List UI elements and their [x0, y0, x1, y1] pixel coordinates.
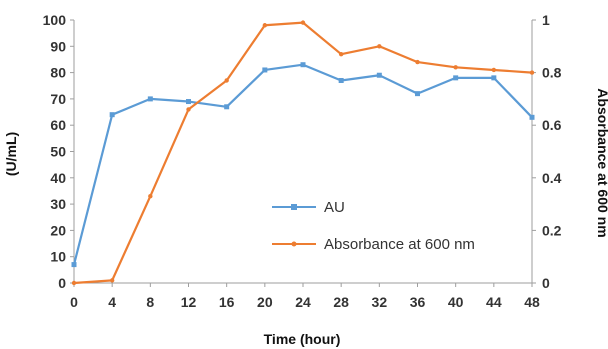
x-tick-label: 36: [410, 294, 426, 310]
right-tick-label: 0: [542, 275, 550, 291]
data-point-absorbance: [148, 194, 153, 199]
right-tick-label: 0.2: [542, 222, 562, 238]
data-point-au: [491, 75, 497, 81]
left-tick-label: 0: [58, 275, 66, 291]
left-tick-label: 10: [50, 249, 66, 265]
x-tick-label: 0: [70, 294, 78, 310]
data-point-absorbance: [491, 67, 497, 73]
data-point-au: [262, 67, 268, 73]
right-axis-ticks: 0 0.2 0.4 0.6 0.8 1: [532, 12, 562, 291]
data-point-absorbance: [415, 59, 420, 65]
right-tick-label: 0.6: [542, 117, 562, 133]
x-tick-label: 8: [146, 294, 154, 310]
y-axis-title: (U/mL): [3, 132, 19, 176]
x-axis-title: Time (hour): [264, 331, 341, 347]
legend: AU Absorbance at 600 nm: [272, 199, 475, 253]
series-layer: [71, 20, 535, 286]
x-tick-label: 48: [524, 294, 540, 310]
data-point-au: [338, 77, 344, 83]
data-point-absorbance: [453, 65, 458, 70]
x-tick-label: 20: [257, 294, 273, 310]
data-point-au: [147, 96, 153, 102]
x-tick-label: 40: [448, 294, 464, 310]
left-tick-label: 60: [50, 117, 66, 133]
data-point-absorbance: [262, 23, 268, 28]
left-tick-label: 90: [50, 38, 66, 54]
data-point-au: [186, 99, 191, 105]
data-point-absorbance: [109, 278, 115, 283]
data-point-au: [109, 112, 115, 118]
x-axis-ticks: 0 4 8 12 16 20 24 28 32 36 40 44 48: [70, 283, 540, 310]
data-point-au: [71, 262, 77, 268]
right-tick-label: 1: [542, 12, 550, 28]
x-tick-label: 24: [295, 294, 311, 310]
left-tick-label: 70: [50, 91, 66, 107]
left-tick-label: 100: [43, 12, 67, 28]
x-tick-label: 44: [486, 294, 502, 310]
x-tick-label: 28: [333, 294, 349, 310]
data-point-au: [224, 104, 230, 110]
data-point-absorbance: [338, 51, 344, 57]
data-point-au: [415, 91, 420, 97]
x-tick-label: 4: [108, 294, 116, 310]
data-point-au: [376, 72, 382, 78]
data-point-absorbance: [300, 20, 306, 25]
right-tick-label: 0.4: [542, 170, 562, 186]
left-tick-label: 30: [50, 196, 66, 212]
right-tick-label: 0.8: [542, 65, 562, 81]
data-point-absorbance: [71, 280, 77, 286]
legend-marker-au-point: [291, 204, 297, 210]
data-point-absorbance: [377, 44, 382, 49]
legend-marker-absorbance-point: [291, 241, 297, 247]
x-tick-label: 12: [181, 294, 197, 310]
data-point-au: [300, 62, 306, 68]
left-tick-label: 20: [50, 222, 66, 238]
data-point-absorbance: [186, 107, 191, 112]
x-tick-label: 16: [219, 294, 235, 310]
data-point-au: [453, 75, 459, 81]
left-tick-label: 80: [50, 65, 66, 81]
left-axis-ticks: 0 10 20 30 40 50 60 70 80 90 100: [43, 12, 74, 291]
legend-label-absorbance: Absorbance at 600 nm: [324, 236, 475, 253]
y2-axis-title: Absorbance at 600 nm: [595, 88, 608, 237]
left-tick-label: 40: [50, 170, 66, 186]
left-tick-label: 50: [50, 144, 66, 160]
series-line-au: [72, 63, 533, 265]
data-point-absorbance: [529, 70, 535, 75]
x-tick-label: 32: [372, 294, 388, 310]
data-point-au: [529, 114, 535, 120]
legend-label-au: AU: [324, 199, 345, 216]
data-point-absorbance: [224, 78, 229, 83]
